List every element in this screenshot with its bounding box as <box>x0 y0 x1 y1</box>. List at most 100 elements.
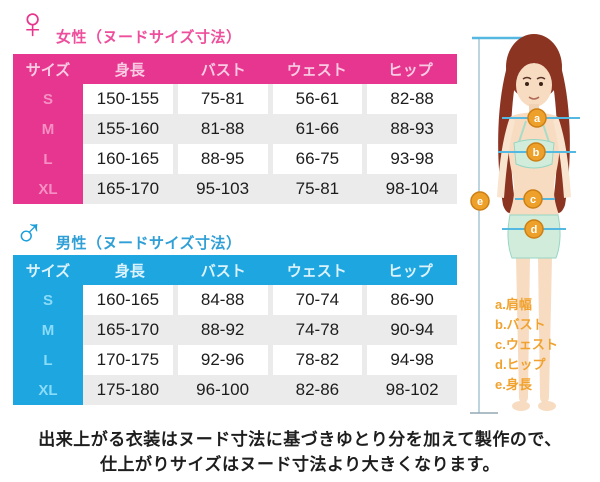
row-cells: 170-175 92-96 78-82 94-98 <box>83 345 457 375</box>
footer-note-line2: 仕上がりサイズはヌード寸法より大きくなります。 <box>100 455 500 474</box>
foot-left <box>512 401 530 411</box>
row-cells: 155-160 81-88 61-66 88-93 <box>83 114 457 144</box>
measurement-figure-illustration: a b c d e <box>470 34 580 414</box>
legend-item-height: e.身長 <box>495 377 532 392</box>
table-row-male-xl: XL 175-180 96-100 82-86 98-102 <box>13 375 457 405</box>
marker-d: d <box>524 219 544 239</box>
male-col-header-hip: ヒップ <box>387 262 433 280</box>
male-icon: ♂ <box>14 210 44 254</box>
height-cell: 150-155 <box>83 84 173 114</box>
row-cells: 150-155 75-81 56-61 82-88 <box>83 84 457 114</box>
table-row-male-l: L 170-175 92-96 78-82 94-98 <box>13 345 457 375</box>
foot-right <box>538 401 556 411</box>
table-row-female-s: S 150-155 75-81 56-61 82-88 <box>13 84 457 114</box>
face <box>516 63 552 107</box>
female-col-header-waist: ウェスト <box>286 61 347 79</box>
table-row-female-m: M 155-160 81-88 61-66 88-93 <box>13 114 457 144</box>
bust-cell: 75-81 <box>177 84 268 114</box>
height-cell: 160-165 <box>83 285 173 315</box>
eye-right <box>539 82 543 86</box>
height-cell: 160-165 <box>83 144 173 174</box>
marker-a-label: a <box>534 113 541 125</box>
size-cell: XL <box>13 174 83 204</box>
waist-cell: 75-81 <box>272 174 363 204</box>
waist-cell: 78-82 <box>272 345 363 375</box>
marker-b: b <box>526 142 546 162</box>
table-row-male-s: S 160-165 84-88 70-74 86-90 <box>13 285 457 315</box>
male-col-header-bust: バスト <box>200 262 246 280</box>
bust-cell: 95-103 <box>177 174 268 204</box>
size-cell: L <box>13 345 83 375</box>
marker-b-label: b <box>533 147 540 159</box>
leg-right <box>538 257 552 403</box>
male-col-header-waist: ウェスト <box>286 262 347 280</box>
marker-a: a <box>527 108 547 128</box>
marker-e: e <box>470 191 490 211</box>
table-row-female-l: L 160-165 88-95 66-75 93-98 <box>13 144 457 174</box>
waist-cell: 70-74 <box>272 285 363 315</box>
bust-cell: 81-88 <box>177 114 268 144</box>
bust-cell: 88-95 <box>177 144 268 174</box>
row-cells: 175-180 96-100 82-86 98-102 <box>83 375 457 405</box>
female-col-header-size: サイズ <box>25 61 71 79</box>
marker-d-label: d <box>531 224 538 236</box>
bust-cell: 84-88 <box>177 285 268 315</box>
hip-cell: 98-104 <box>367 174 457 204</box>
height-cell: 155-160 <box>83 114 173 144</box>
waist-cell: 66-75 <box>272 144 363 174</box>
size-cell: S <box>13 285 83 315</box>
leg-left <box>516 257 530 403</box>
male-table-header-row: サイズ 身長 バスト ウェスト ヒップ <box>13 255 457 285</box>
waist-cell: 56-61 <box>272 84 363 114</box>
hip-cell: 82-88 <box>367 84 457 114</box>
measurement-legend: a.肩幅 b.バスト c.ウェスト d.ヒップ e.身長 <box>495 295 558 395</box>
legend-item-bust: b.バスト <box>495 317 546 332</box>
marker-c-label: c <box>530 194 536 206</box>
male-col-header-height: 身長 <box>114 262 145 280</box>
legend-item-waist: c.ウェスト <box>495 337 558 352</box>
male-size-table: サイズ 身長 バスト ウェスト ヒップ S 160-165 84-88 70-7… <box>13 255 457 405</box>
size-cell: XL <box>13 375 83 405</box>
female-table-header-row: サイズ 身長 バスト ウェスト ヒップ <box>13 54 457 84</box>
hip-cell: 90-94 <box>367 315 457 345</box>
height-cell: 165-170 <box>83 174 173 204</box>
waist-cell: 82-86 <box>272 375 363 405</box>
height-cell: 175-180 <box>83 375 173 405</box>
eyebrow-left <box>522 76 532 80</box>
size-cell: M <box>13 315 83 345</box>
size-cell: S <box>13 84 83 114</box>
row-cells: 160-165 84-88 70-74 86-90 <box>83 285 457 315</box>
height-cell: 165-170 <box>83 315 173 345</box>
row-cells: 165-170 95-103 75-81 98-104 <box>83 174 457 204</box>
hip-cell: 88-93 <box>367 114 457 144</box>
row-cells: 160-165 88-95 66-75 93-98 <box>83 144 457 174</box>
size-cell: L <box>13 144 83 174</box>
female-section-title: 女性（ヌードサイズ寸法） <box>56 29 242 46</box>
legend-item-shoulder: a.肩幅 <box>495 297 532 312</box>
female-icon: ♀ <box>16 0 49 48</box>
hip-cell: 98-102 <box>367 375 457 405</box>
female-size-table: サイズ 身長 バスト ウェスト ヒップ S 150-155 75-81 56-6… <box>13 54 457 204</box>
bust-cell: 88-92 <box>177 315 268 345</box>
marker-e-label: e <box>477 196 483 208</box>
hip-cell: 86-90 <box>367 285 457 315</box>
hip-cell: 93-98 <box>367 144 457 174</box>
eyebrow-right <box>536 76 546 80</box>
female-col-header-bust: バスト <box>200 61 246 79</box>
bust-cell: 96-100 <box>177 375 268 405</box>
waist-cell: 74-78 <box>272 315 363 345</box>
waist-cell: 61-66 <box>272 114 363 144</box>
female-col-header-hip: ヒップ <box>387 61 433 79</box>
bust-cell: 92-96 <box>177 345 268 375</box>
mouth <box>528 96 540 100</box>
marker-c: c <box>523 189 543 209</box>
table-row-male-m: M 165-170 88-92 74-78 90-94 <box>13 315 457 345</box>
male-section-title: 男性（ヌードサイズ寸法） <box>56 235 242 252</box>
arm-left <box>497 117 515 198</box>
size-cell: M <box>13 114 83 144</box>
table-row-female-xl: XL 165-170 95-103 75-81 98-104 <box>13 174 457 204</box>
male-col-header-size: サイズ <box>25 262 71 280</box>
row-cells: 165-170 88-92 74-78 90-94 <box>83 315 457 345</box>
legend-item-hip: d.ヒップ <box>495 357 546 372</box>
